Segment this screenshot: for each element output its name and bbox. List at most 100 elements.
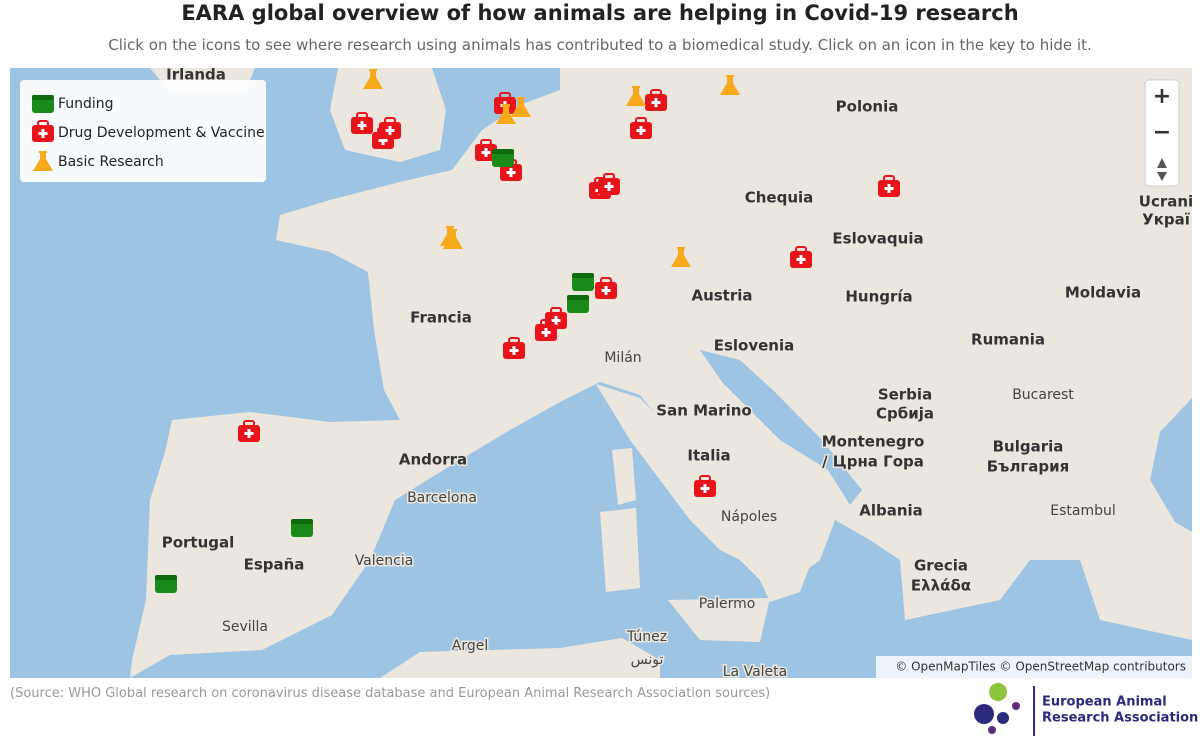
legend [20, 80, 266, 182]
subtitle: Click on the icons to see where research… [108, 36, 1092, 54]
map-marker[interactable] [379, 117, 401, 139]
map-marker[interactable] [645, 89, 667, 111]
logo: European Animal Research Association [974, 683, 1198, 736]
place-label: Francia [410, 309, 472, 327]
compass[interactable] [1157, 158, 1167, 181]
case-cross [604, 182, 614, 191]
case-cross [541, 328, 551, 337]
place-label: Montenegro [822, 433, 925, 451]
map-marker[interactable] [720, 75, 740, 95]
map-marker[interactable] [351, 112, 373, 134]
map-marker[interactable] [511, 97, 531, 117]
case-handle [480, 139, 492, 146]
wallet-flap [291, 519, 313, 524]
case-cross [884, 184, 894, 193]
place-label: La Valeta [723, 664, 787, 678]
place-label: Polonia [836, 98, 899, 116]
place-label: Sevilla [222, 619, 268, 635]
place-label: Estambul [1050, 503, 1116, 519]
attribution: © OpenMapTiles © OpenStreetMap contribut… [895, 660, 1186, 674]
map-marker[interactable] [598, 173, 620, 195]
map-marker[interactable] [626, 86, 646, 106]
legend-icon[interactable] [32, 95, 54, 113]
case-cross [700, 484, 710, 493]
case-handle [699, 475, 711, 482]
flask [33, 151, 53, 171]
map-marker[interactable] [475, 139, 497, 161]
logo-text: Research Association [1042, 711, 1198, 726]
place-label: San Marino [656, 402, 751, 420]
place-label: Valencia [355, 553, 414, 569]
case-cross [38, 129, 48, 138]
case-handle [795, 246, 807, 253]
wallet-flap [567, 295, 589, 300]
zoom-in[interactable]: + [1153, 84, 1171, 109]
legend-label[interactable]: Drug Development & Vaccine [58, 125, 265, 141]
logo-dot [974, 704, 994, 724]
map-marker[interactable] [443, 229, 463, 249]
case-handle [499, 92, 511, 99]
logo-dot [1012, 702, 1020, 710]
place-label: Andorra [399, 451, 467, 469]
map-marker[interactable] [363, 69, 383, 89]
case-cross [601, 286, 611, 295]
place-label: Palermo [699, 596, 756, 612]
case-handle [384, 117, 396, 124]
map-marker[interactable] [595, 277, 617, 299]
map-marker[interactable] [630, 117, 652, 139]
map-marker[interactable] [238, 420, 260, 442]
case-cross [551, 316, 561, 325]
place-label: Ucrani [1139, 193, 1192, 211]
title: EARA global overview of how animals are … [181, 1, 1019, 25]
case-handle [650, 89, 662, 96]
map-marker[interactable] [503, 337, 525, 359]
place-label: Ελλάδα [911, 577, 971, 595]
case-handle [356, 112, 368, 119]
case-cross [636, 126, 646, 135]
map-marker[interactable] [671, 247, 691, 267]
place-label: Bulgaria [993, 438, 1064, 456]
zoom-controls [1144, 79, 1180, 187]
source: (Source: WHO Global research on coronavi… [10, 686, 771, 701]
map-marker[interactable] [878, 175, 900, 197]
legend-icon[interactable] [32, 120, 54, 142]
logo-dot [988, 726, 996, 734]
flask [671, 247, 691, 267]
legend-label[interactable]: Funding [58, 96, 114, 112]
legend-label[interactable]: Basic Research [58, 154, 164, 170]
place-label: Bucarest [1012, 387, 1074, 403]
flask [496, 104, 516, 124]
map-marker[interactable] [291, 519, 313, 537]
logo-text: European Animal [1042, 695, 1167, 710]
place-label: Сpбија [876, 405, 934, 423]
map-marker[interactable] [567, 295, 589, 313]
case-cross [378, 136, 388, 145]
place-label: / Црна Гора [822, 453, 924, 471]
map-marker[interactable] [492, 149, 514, 167]
case-handle [540, 319, 552, 326]
legend-icon[interactable] [33, 151, 53, 171]
place-label: Eslovenia [714, 337, 795, 355]
place-label: Grecia [914, 557, 968, 575]
map-marker[interactable] [790, 246, 812, 268]
case-handle [550, 307, 562, 314]
wallet-flap [492, 149, 514, 154]
place-label: Serbia [878, 386, 932, 404]
map-marker[interactable] [155, 575, 177, 593]
zoom-out[interactable]: − [1153, 120, 1171, 145]
place-label: Eslovaquia [832, 230, 923, 248]
map-marker[interactable] [572, 273, 594, 291]
flask [626, 86, 646, 106]
place-label: България [987, 458, 1070, 476]
wallet-flap [32, 95, 54, 100]
map-marker[interactable] [496, 104, 516, 124]
map-marker[interactable] [694, 475, 716, 497]
place-label: Portugal [162, 534, 235, 552]
place-label: Rumania [971, 331, 1045, 349]
sea [10, 68, 1192, 678]
place-label: Túnez [626, 629, 667, 645]
place-label: تونس [631, 652, 664, 668]
map-marker[interactable] [535, 319, 557, 341]
flask [443, 229, 463, 249]
